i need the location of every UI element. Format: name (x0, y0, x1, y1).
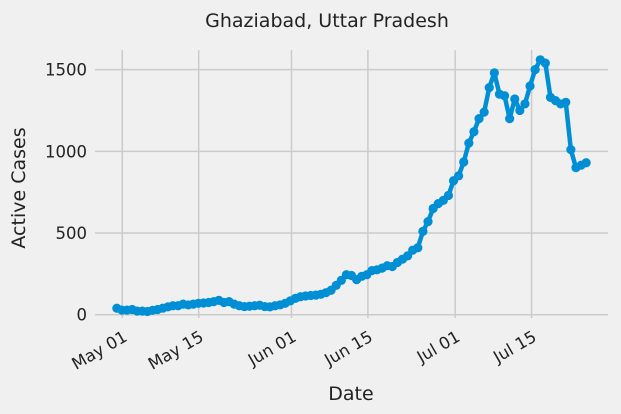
data-point (443, 190, 454, 201)
data-point (489, 68, 499, 78)
data-point (566, 145, 576, 155)
data-point (530, 65, 540, 75)
x-tick-label: Jun 15 (320, 327, 375, 370)
x-tick-label: Jul 01 (413, 327, 463, 367)
y-tick-label: 1000 (45, 142, 87, 161)
data-point (581, 158, 591, 168)
data-point (561, 97, 571, 107)
data-point (479, 107, 489, 117)
x-tick-label: May 15 (145, 327, 207, 374)
x-tick-label: Jun 01 (244, 327, 299, 370)
y-tick-label: 500 (56, 224, 88, 243)
y-tick-label: 0 (77, 306, 88, 325)
x-tick-label: May 01 (69, 327, 131, 374)
y-axis-ticks: 0 500 1000 1500 (45, 61, 87, 325)
data-point (505, 114, 515, 124)
data-point (520, 99, 530, 109)
data-point (540, 58, 550, 68)
data-point (515, 105, 525, 116)
data-point (454, 171, 464, 181)
x-axis-label: Date (328, 383, 373, 405)
data-point (459, 157, 469, 167)
data-point (413, 243, 423, 253)
chart-title: Ghaziabad, Uttar Pradesh (205, 10, 449, 32)
data-point (464, 138, 474, 148)
x-axis-ticks: May 01 May 15 Jun 01 Jun 15 Jul 01 Jul 15 (69, 327, 540, 374)
data-point (499, 91, 510, 101)
x-tick-label: Jul 15 (489, 327, 539, 367)
y-tick-label: 1500 (45, 61, 87, 80)
data-point (525, 81, 535, 91)
data-point (469, 127, 479, 137)
y-axis-label: Active Cases (8, 127, 30, 248)
data-point (423, 216, 433, 227)
data-point (474, 114, 484, 124)
data-point (484, 82, 494, 93)
data-point (510, 94, 520, 104)
data-point (418, 226, 428, 236)
series-group (112, 55, 591, 317)
